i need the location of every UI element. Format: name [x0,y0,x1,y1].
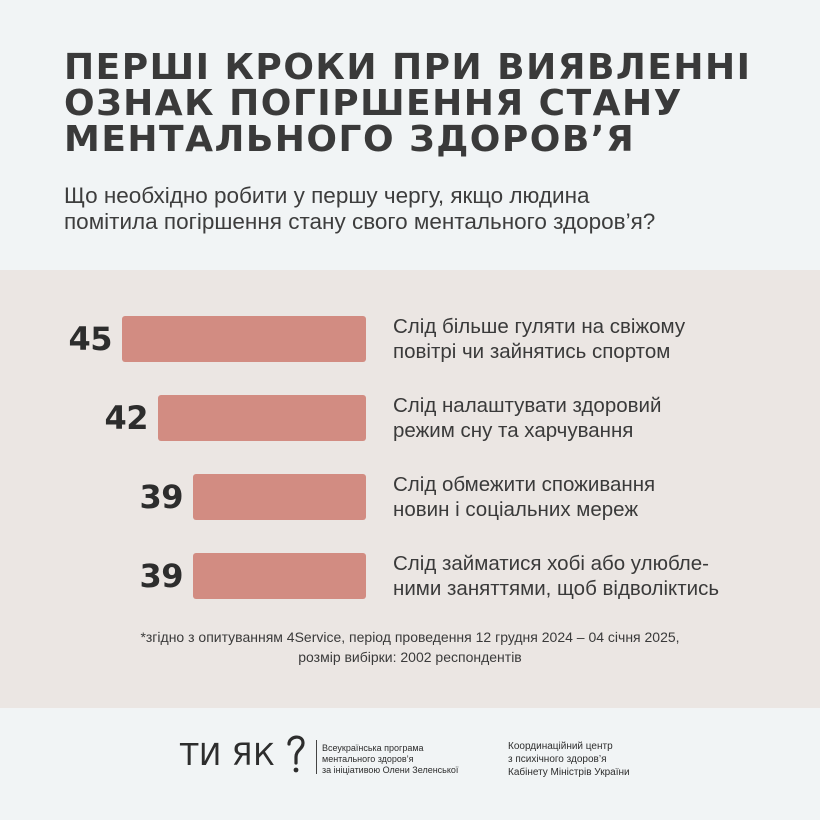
category-label-line: повітрі чи зайнятись спортом [393,340,671,363]
footnote: *згідно з опитуванням 4Service, період п… [0,627,820,667]
footnote-line: розмір вибірки: 2002 респондентів [298,649,522,665]
logo-divider [316,740,317,774]
subtitle-line: Що необхідно робити у першу чергу, якщо … [64,183,590,208]
category-label-line: режим сну та харчування [393,419,634,442]
program-text: Всеукраїнська програма ментального здоро… [322,743,458,776]
title-line: ПЕРШІ КРОКИ ПРИ ВИЯВЛЕННІ [64,47,752,88]
category-label-line: Слід більше гуляти на свіжому [393,315,686,338]
category-label-line: Слід займатися хобі або улюбле- [393,552,709,575]
footnote-line: *згідно з опитуванням 4Service, період п… [140,629,680,645]
bar [193,474,366,520]
bar-value-label: 39 [139,557,183,595]
logo-text: ТИ ЯК [180,738,275,773]
category-label: Слід налаштувати здоровий режим сну та ха… [393,393,793,443]
question-mark-icon [287,735,305,773]
category-label: Слід більше гуляти на свіжому повітрі чи … [393,314,793,364]
bar-value-label: 45 [68,320,112,358]
coordination-line: Кабінету Міністрів України [508,767,630,778]
category-label-line: ними заняттями, щоб відволіктись [393,577,720,600]
bar-value-label: 42 [104,399,148,437]
program-line: за ініціативою Олени Зеленської [322,765,459,775]
program-line: Всеукраїнська програма [322,743,424,753]
title-line: МЕНТАЛЬНОГО ЗДОРОВ’Я [64,119,636,160]
category-label: Слід займатися хобі або улюбле-ними заня… [393,551,793,601]
subtitle-line: помітила погіршення стану свого ментальн… [64,209,656,234]
coordination-line: Координаційний центр [508,741,613,752]
category-label-line: новин і соціальних мереж [393,498,639,521]
bar [193,553,366,599]
bar-value-label: 39 [139,478,183,516]
title-line: ОЗНАК ПОГІРШЕННЯ СТАНУ [64,83,683,124]
category-label: Слід обмежити споживання новин і соціальн… [393,472,793,522]
program-line: ментального здоров’я [322,754,414,764]
category-label-line: Слід налаштувати здоровий [393,394,662,417]
coordination-line: з психічного здоров’я [508,754,607,765]
page-title: ПЕРШІ КРОКИ ПРИ ВИЯВЛЕННІ ОЗНАК ПОГІРШЕН… [64,50,764,158]
category-label-line: Слід обмежити споживання [393,473,656,496]
bar [158,395,366,441]
page-subtitle: Що необхідно робити у першу чергу, якщо … [64,183,784,235]
coordination-center-text: Координаційний центр з психічного здоров… [508,740,630,779]
bar [122,316,366,362]
